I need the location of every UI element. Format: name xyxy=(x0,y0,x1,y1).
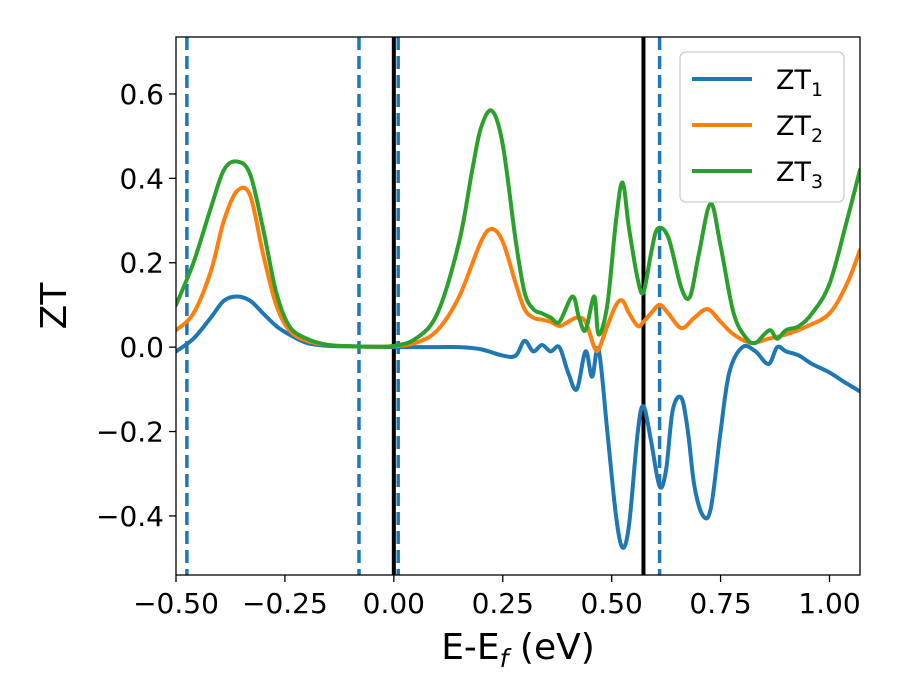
legend-label-zt3: ZT3 xyxy=(776,157,823,193)
x-tick-label: 0.75 xyxy=(689,587,751,620)
x-axis: −0.50 −0.25 0.00 0.25 0.50 0.75 1.00 xyxy=(133,575,861,620)
legend-label-sub: 3 xyxy=(811,171,823,193)
x-axis-title-main: E-E xyxy=(441,627,499,668)
x-tick-label: −0.50 xyxy=(133,587,219,620)
series-line-zt2 xyxy=(176,185,860,354)
plot-frame xyxy=(175,36,861,576)
x-tick-label: 0.25 xyxy=(472,587,534,620)
legend-label-main: ZT xyxy=(776,157,811,188)
y-tick-label: 0.2 xyxy=(119,247,164,280)
y-tick-label: 0.4 xyxy=(119,162,164,195)
x-axis-title: E-Ef (eV) xyxy=(441,627,595,673)
y-tick-label: 0.0 xyxy=(119,331,164,364)
legend-label-zt1: ZT1 xyxy=(776,65,823,101)
x-tick-label: 0.50 xyxy=(580,587,642,620)
legend-label-main: ZT xyxy=(776,65,811,96)
y-axis: −0.4 −0.2 0.0 0.2 0.4 0.6 xyxy=(96,78,176,533)
y-tick-label: −0.4 xyxy=(96,500,164,533)
x-tick-label: 1.00 xyxy=(798,587,860,620)
x-tick-label: 0.00 xyxy=(363,587,425,620)
legend-box xyxy=(679,51,845,203)
series-lines xyxy=(176,108,860,550)
x-axis-title-unit: (eV) xyxy=(508,627,594,668)
series-line-zt3 xyxy=(176,108,860,349)
y-axis-title: ZT xyxy=(34,282,75,330)
legend-label-main: ZT xyxy=(776,111,811,142)
x-tick-label: −0.25 xyxy=(242,587,328,620)
y-tick-label: −0.2 xyxy=(96,416,164,449)
legend-label-sub: 2 xyxy=(811,125,823,147)
legend-label-zt2: ZT2 xyxy=(776,111,823,147)
legend-label-sub: 1 xyxy=(811,79,823,101)
y-tick-label: 0.6 xyxy=(119,78,164,111)
